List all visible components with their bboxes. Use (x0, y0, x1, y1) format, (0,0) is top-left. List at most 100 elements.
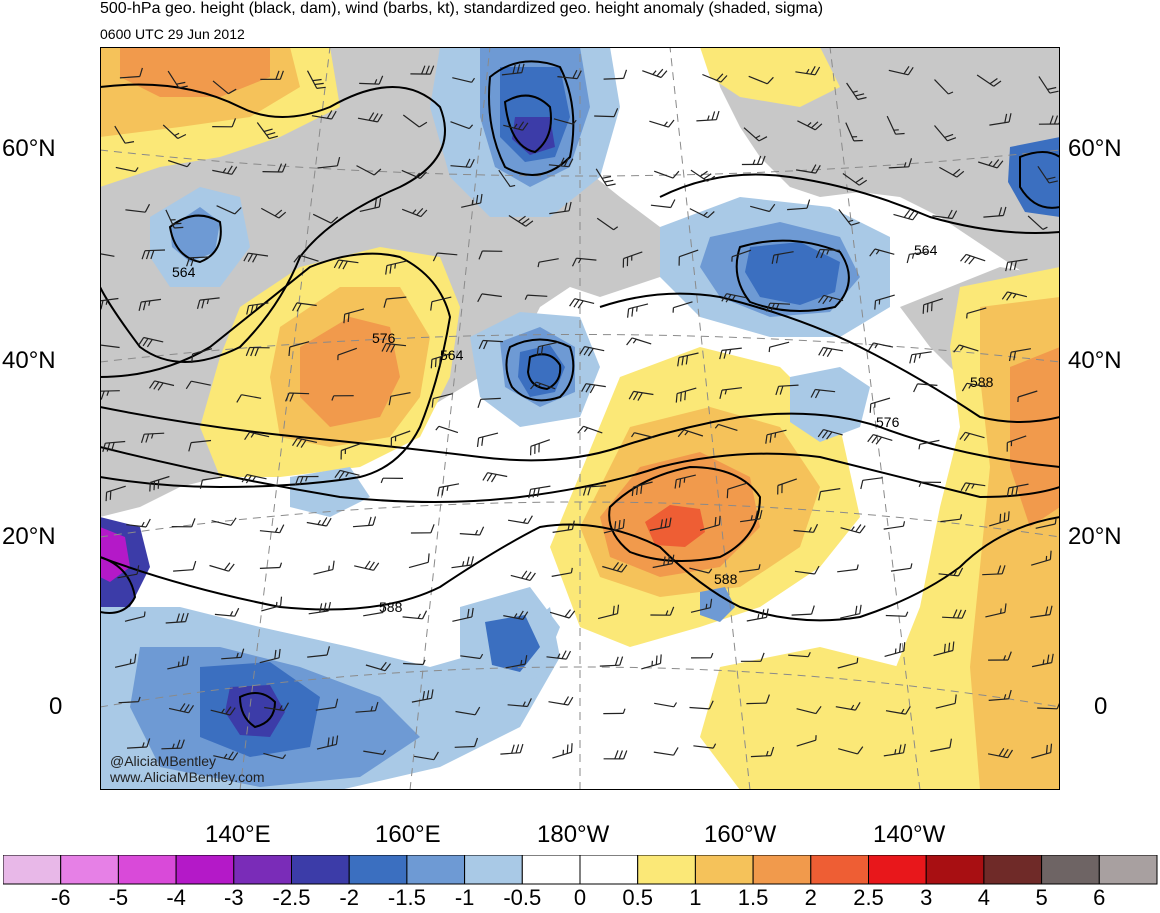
wind-barb-flag (513, 613, 518, 619)
wind-barb (649, 120, 669, 128)
contour-564-west (100, 83, 446, 363)
wind-barb-flag (326, 646, 330, 656)
wind-barb (548, 164, 569, 168)
colorbar-label: -4 (166, 885, 186, 910)
wind-barb-flag (222, 167, 227, 173)
wind-barb-flag (1042, 226, 1048, 230)
wind-barb-flag (327, 601, 331, 612)
wind-barb (874, 248, 895, 255)
wind-barb-flag (148, 300, 151, 306)
wind-barb (796, 739, 816, 747)
colorbar-swatch (464, 855, 523, 885)
wind-barb-flag (1047, 86, 1057, 91)
wind-barb (507, 704, 528, 708)
wind-barb (1018, 390, 1038, 398)
wind-barb-flag (820, 249, 825, 259)
wind-barb (167, 70, 180, 89)
wind-barb-flag (394, 263, 397, 269)
wind-barb-flag (481, 436, 484, 446)
wind-barb (355, 710, 376, 713)
wind-barb-flag (250, 347, 255, 357)
wind-barb-flag (758, 564, 761, 570)
contour-west-low (168, 214, 222, 264)
contour-label-588-east: 588 (970, 374, 994, 390)
contour-label-588-hawaii: 588 (714, 571, 738, 587)
wind-barb-flag (775, 386, 780, 396)
wind-barb (769, 302, 791, 305)
wind-barb (726, 293, 747, 299)
wind-barb-flag (913, 353, 917, 363)
wind-barb-flag (328, 565, 330, 571)
lon-label-180w: 180°W (537, 821, 610, 848)
wind-barb-flag (656, 68, 664, 77)
wind-barb-flag (814, 565, 820, 575)
wind-barb-flag (579, 346, 586, 355)
wind-barb-flag (441, 486, 445, 496)
wind-barb-flag (381, 343, 387, 352)
wind-barb-flag (563, 157, 569, 167)
wind-barb (623, 251, 643, 260)
wind-barb-flag (234, 607, 240, 617)
wind-barb (454, 745, 475, 748)
wind-barb (633, 390, 654, 396)
wind-barb (431, 296, 452, 303)
wind-barb (794, 570, 815, 575)
wind-barb (603, 77, 624, 80)
wind-barb-flag (614, 656, 619, 666)
wind-barb-flag (714, 424, 719, 429)
wind-barb-flag (761, 609, 765, 619)
wind-barb-flag (382, 603, 386, 613)
wind-barb-flag (960, 482, 967, 491)
wind-barb-flag (477, 293, 483, 303)
wind-barb (431, 353, 452, 360)
wind-barb (795, 71, 816, 76)
wind-barb-flag (378, 198, 382, 208)
wind-barb-flag (476, 437, 480, 447)
wind-barb-flag (517, 215, 526, 223)
anomaly-negative-gulf-low (790, 367, 870, 442)
colorbar-swatch (291, 855, 350, 885)
wind-barb-flag (660, 70, 668, 78)
wind-barb-flag (138, 301, 142, 311)
wind-barb (727, 482, 748, 490)
wind-barb (985, 611, 1006, 618)
colorbar-label: -6 (50, 885, 71, 910)
wind-barb (391, 430, 411, 439)
wind-barb-flag (430, 689, 434, 699)
wind-barb-flag (826, 431, 833, 440)
wind-barb-flag (814, 389, 821, 399)
anomaly-negative-west-edge-core (100, 527, 130, 582)
wind-barb-flag (252, 476, 257, 481)
wind-barb (503, 615, 524, 620)
wind-barb (845, 122, 855, 142)
wind-barb-flag (996, 160, 1004, 169)
wind-barb-flag (855, 93, 865, 97)
wind-barb-flag (1003, 694, 1007, 700)
wind-barb-flag (228, 88, 237, 95)
wind-barb-flag (422, 691, 425, 701)
wind-barb-flag (380, 477, 384, 484)
wind-barb-flag (475, 194, 479, 204)
wind-barb (689, 567, 709, 574)
wind-barb (750, 205, 770, 213)
wind-barb-flag (631, 487, 634, 497)
wind-barb (126, 524, 147, 528)
gridline-160e (409, 47, 491, 790)
contour-label-576-west: 576 (372, 330, 396, 346)
wind-barb-flag (343, 314, 346, 324)
wind-barb (124, 615, 145, 622)
wind-barb-flag (516, 64, 521, 74)
wind-barb (989, 121, 1010, 126)
wind-barb-flag (183, 704, 190, 713)
wind-barb (100, 344, 120, 349)
wind-barb-flag (278, 211, 287, 219)
wind-barb (676, 474, 696, 481)
wind-barb-flag (334, 470, 341, 479)
wind-barb-flag (601, 175, 612, 179)
wind-barb (919, 439, 940, 445)
wind-barb-flag (418, 121, 428, 128)
wind-barb-flag (828, 297, 833, 303)
wind-barb-flag (378, 75, 384, 85)
wind-barb-flag (963, 433, 970, 442)
colorbar-swatch (868, 855, 927, 885)
